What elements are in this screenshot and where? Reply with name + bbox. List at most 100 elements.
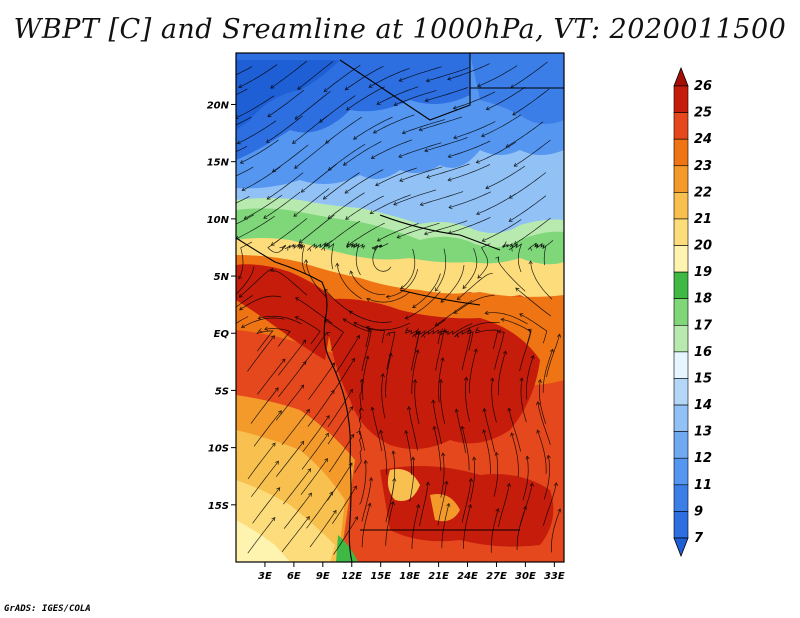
streamline	[325, 116, 363, 144]
y-axis: 20N 15N 10N 5N EQ 5S 10S 15S	[207, 100, 236, 512]
streamline-arrow	[453, 309, 458, 314]
streamline-arrow	[412, 304, 417, 308]
streamline-arrow	[281, 358, 286, 363]
streamline-arrow	[275, 460, 279, 465]
streamline	[402, 119, 446, 134]
streamline-arrow	[477, 83, 482, 88]
streamline-arrow	[370, 406, 375, 411]
streamline-arrow	[512, 111, 517, 116]
streamline-arrow	[423, 231, 428, 236]
colorbar-label: 19	[694, 265, 712, 280]
streamline	[398, 142, 442, 158]
streamline	[345, 195, 384, 220]
streamline	[411, 504, 420, 549]
streamline	[483, 429, 491, 475]
streamline-arrow	[497, 329, 502, 334]
streamline	[485, 312, 528, 325]
streamline	[408, 406, 418, 451]
streamline-arrow	[238, 84, 243, 89]
streamline-arrow	[303, 259, 309, 263]
streamline	[510, 61, 548, 88]
streamline	[414, 379, 420, 425]
streamline-arrow	[467, 504, 473, 509]
streamline-arrow	[241, 324, 246, 329]
streamline	[236, 145, 248, 153]
streamline	[539, 379, 547, 424]
streamline-arrow	[379, 429, 384, 434]
streamline	[327, 462, 353, 501]
streamline	[447, 164, 491, 181]
streamline-arrow	[238, 275, 243, 280]
streamline	[236, 116, 252, 126]
streamline-arrow	[502, 350, 507, 355]
streamline	[440, 453, 445, 498]
streamline	[366, 292, 410, 303]
streamline	[263, 191, 301, 219]
streamline-arrow	[398, 153, 403, 158]
streamline	[475, 329, 499, 349]
streamline	[275, 384, 304, 421]
streamline	[332, 485, 357, 524]
streamline-arrow	[365, 355, 370, 360]
streamline	[482, 219, 522, 242]
streamline	[543, 455, 550, 500]
streamline-arrow	[432, 425, 437, 430]
colorbar: 7 9 11 12 13 14 15 16 17 18 19 20 21 22 23 24 25 26	[673, 66, 713, 558]
streamline-arrow	[447, 230, 452, 235]
streamline	[300, 458, 328, 495]
streamline	[537, 429, 547, 474]
streamline-arrow	[325, 432, 329, 437]
colorbar-label: 22	[694, 185, 712, 200]
colorbar-label: 14	[694, 398, 712, 413]
streamline-arrow	[522, 505, 527, 510]
streamline-arrow	[367, 502, 372, 507]
x-tick-label: 6E	[287, 571, 301, 582]
streamline	[461, 330, 472, 371]
streamline	[327, 389, 353, 428]
streamline-arrow	[424, 98, 429, 103]
streamline	[405, 430, 412, 475]
streamline-arrow	[353, 321, 358, 326]
streamline-arrow	[323, 88, 328, 93]
streamline	[272, 144, 309, 173]
streamline-arrow	[482, 407, 487, 412]
streamline	[385, 478, 395, 523]
streamline-arrow	[298, 239, 303, 244]
streamline	[256, 330, 274, 352]
streamline	[301, 164, 337, 193]
streamline-arrow	[375, 182, 380, 187]
streamline	[306, 491, 333, 529]
streamline	[380, 430, 387, 475]
streamline	[497, 256, 526, 292]
streamline	[236, 166, 254, 177]
streamline-arrow	[324, 319, 329, 323]
colorbar-label: 13	[694, 425, 712, 440]
streamline-arrow	[495, 508, 500, 513]
streamline-arrow	[347, 241, 352, 245]
streamline	[236, 88, 248, 96]
streamline-arrow	[500, 317, 505, 322]
streamline	[236, 214, 255, 225]
streamline-arrow	[346, 106, 351, 111]
country-border-central	[399, 289, 481, 306]
x-tick-label: 18E	[399, 571, 420, 582]
streamline	[328, 144, 366, 171]
streamline	[258, 315, 302, 325]
streamline	[294, 91, 331, 120]
streamline	[426, 163, 470, 178]
x-tick-label: 9E	[316, 571, 330, 582]
streamline-arrow	[438, 379, 443, 384]
streamline	[270, 270, 308, 296]
streamline	[453, 121, 496, 139]
streamline	[440, 379, 446, 425]
streamline	[505, 121, 544, 148]
x-tick-label: 33E	[544, 571, 565, 582]
streamline-arrow	[294, 315, 299, 320]
streamline-arrow	[460, 425, 465, 430]
streamline	[522, 456, 529, 501]
colorbar-label: 18	[694, 292, 712, 307]
streamline	[236, 215, 275, 240]
streamline	[298, 242, 306, 274]
colorbar-label: 25	[694, 106, 712, 121]
streamline-arrow	[482, 429, 487, 434]
